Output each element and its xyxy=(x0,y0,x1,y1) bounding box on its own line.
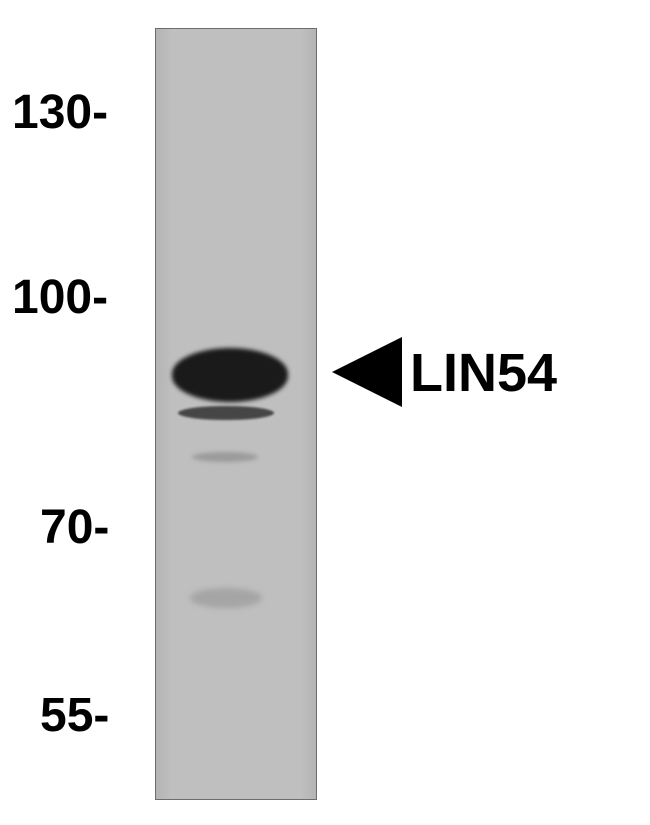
band xyxy=(192,452,258,462)
blot-figure: 130- 100- 70- 55- LIN54 xyxy=(0,0,650,825)
band xyxy=(172,348,288,402)
mw-marker-label: 55- xyxy=(40,688,109,743)
protein-label: LIN54 xyxy=(410,342,557,404)
mw-marker-label: 130- xyxy=(12,85,108,140)
band xyxy=(190,588,262,608)
protein-arrow xyxy=(332,337,402,407)
mw-marker-label: 70- xyxy=(40,500,109,555)
mw-marker-label: 100- xyxy=(12,270,108,325)
band xyxy=(178,406,274,420)
